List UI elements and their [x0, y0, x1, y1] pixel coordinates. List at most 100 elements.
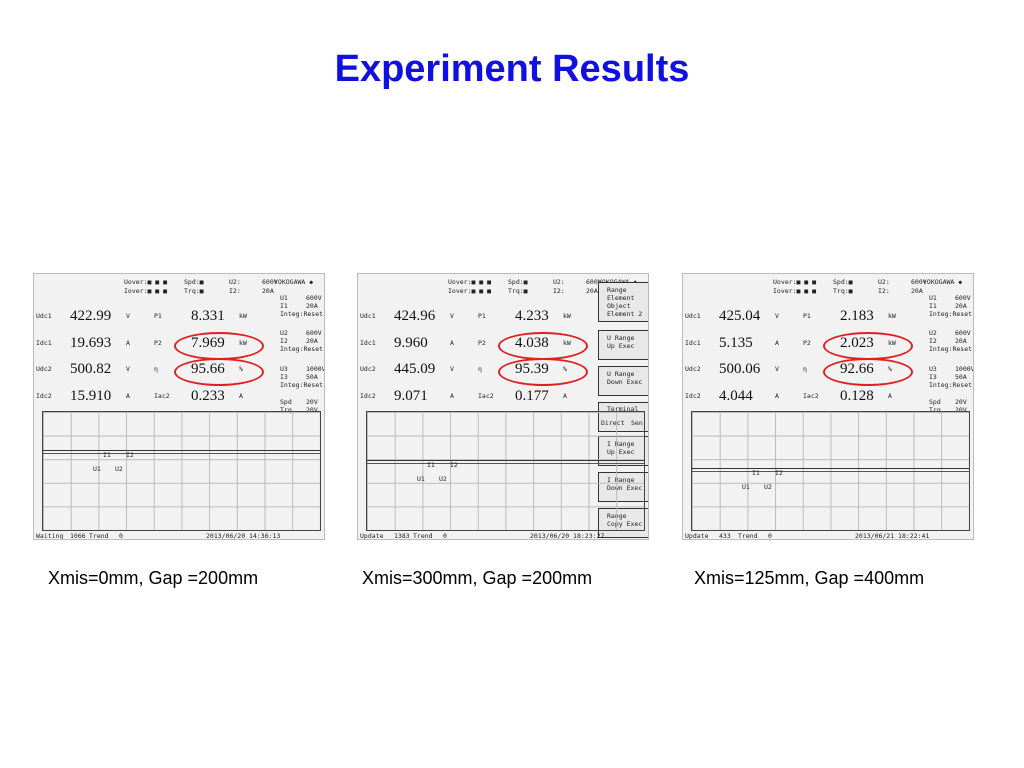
header-text: YOKOGAWA ◆: [923, 278, 963, 286]
status-text: 0: [443, 532, 447, 540]
reading-value: 8.331: [191, 308, 225, 324]
range-text: 600V: [306, 329, 322, 337]
trend-label: U2: [115, 465, 123, 473]
reading-value: 5.135: [719, 334, 753, 351]
menu-text: Element: [607, 294, 635, 302]
menu-button[interactable]: U Range Down Exec: [598, 366, 648, 396]
trend-label: I2: [450, 461, 458, 469]
reading-label: kW: [563, 312, 571, 320]
header-text: U2:: [229, 278, 241, 286]
slide-title: Experiment Results: [334, 48, 690, 90]
range-text: Trq: [929, 406, 941, 414]
reading-label: A: [888, 391, 892, 400]
trend-label: I2: [775, 469, 783, 477]
reading-label: Udc2: [685, 365, 701, 373]
range-text: 1000V: [955, 365, 974, 373]
reading-value: 445.09: [394, 361, 436, 377]
range-text: I1: [929, 302, 937, 310]
header-text: Spd:■: [508, 278, 528, 286]
trend-label: I1: [427, 461, 435, 469]
trend-trace: [367, 460, 644, 464]
trend-label: U2: [764, 483, 772, 491]
screen-caption: Xmis=125mm, Gap =400mm: [694, 568, 925, 588]
reading-value: 425.04: [719, 308, 761, 324]
menu-button[interactable]: Range Element Object Element 2: [598, 282, 648, 322]
reading-label: A: [775, 391, 779, 400]
trend-label: U2: [439, 475, 447, 483]
reading-label: kW: [888, 312, 896, 320]
reading-label: P1: [478, 312, 486, 320]
reading-label: P2: [478, 338, 486, 347]
header-text: Trq:■: [833, 287, 853, 295]
status-text: 1066: [70, 532, 86, 540]
range-text: 20A: [306, 302, 318, 310]
reading-value: 424.96: [394, 308, 436, 324]
header-text: U2:: [878, 278, 890, 286]
menu-button[interactable]: U Range Up Exec: [598, 330, 648, 360]
header-text: Uover:■ ■ ■: [124, 278, 168, 286]
reading-label: V: [126, 365, 130, 373]
trend-label: I1: [103, 451, 111, 459]
header-text: Trq:■: [508, 287, 528, 295]
trend-label: I2: [126, 451, 134, 459]
range-text: 20V: [306, 406, 318, 414]
reading-value: 0.128: [840, 387, 874, 404]
reading-value: 0.233: [191, 387, 225, 404]
header-text: I2:: [229, 287, 241, 295]
reading-label: Idc1: [685, 338, 701, 347]
range-text: 20A: [955, 337, 967, 345]
reading-value: 500.06: [719, 361, 761, 377]
range-text: I2: [280, 337, 288, 345]
header-text: 20A: [586, 287, 598, 295]
screen-caption: Xmis=300mm, Gap =200mm: [362, 568, 593, 588]
range-text: I1: [280, 302, 288, 310]
header-text: U2:: [553, 278, 565, 286]
reading-label: Idc2: [360, 391, 376, 400]
status-text: 0: [119, 532, 123, 540]
header-text: 600V: [262, 278, 278, 286]
range-text: I2: [929, 337, 937, 345]
header-text: 600V: [586, 278, 602, 286]
range-text: 20V: [955, 406, 967, 414]
range-text: 600V: [306, 294, 322, 302]
status-text: 433: [719, 532, 731, 540]
header-text: 20A: [911, 287, 923, 295]
reading-label: Idc1: [360, 338, 376, 347]
range-text: Spd: [280, 398, 292, 406]
reading-label: kW: [239, 312, 247, 320]
range-text: U3: [280, 365, 288, 373]
header-text: Iover:■ ■ ■: [448, 287, 492, 295]
reading-label: A: [775, 338, 779, 347]
range-text: 600V: [955, 294, 971, 302]
reading-label: Idc2: [685, 391, 701, 400]
menu-text: U Range: [607, 334, 635, 342]
header-text: Spd:■: [184, 278, 204, 286]
reading-label: P1: [154, 312, 162, 320]
trend-label: I1: [752, 469, 760, 477]
status-text: 2013/06/20 18:23:27: [530, 532, 605, 540]
status-text: 1383: [394, 532, 410, 540]
range-text: 50A: [955, 373, 967, 381]
menu-text: Element 2: [607, 310, 643, 318]
range-text: Trq: [280, 406, 292, 414]
header-text: YOKOGAWA ◆: [274, 278, 314, 286]
reading-value: 422.99: [70, 308, 112, 324]
range-text: Spd: [929, 398, 941, 406]
reading-value: 15.910: [70, 387, 112, 404]
status-text: Trend: [413, 532, 433, 540]
range-text: U1: [280, 294, 288, 302]
status-text: Waiting: [36, 532, 64, 540]
reading-label: V: [450, 312, 454, 320]
header-text: Iover:■ ■ ■: [124, 287, 168, 295]
reading-value: 9.960: [394, 334, 428, 351]
reading-label: Iac2: [803, 391, 819, 400]
status-text: Trend: [738, 532, 758, 540]
status-text: 0: [768, 532, 772, 540]
reading-value: 4.044: [719, 387, 753, 404]
highlight-ellipse: [823, 358, 913, 386]
reading-value: 4.233: [515, 308, 549, 324]
status-text: Trend: [89, 532, 109, 540]
reading-value: 9.071: [394, 387, 428, 404]
reading-label: Udc2: [36, 365, 52, 373]
